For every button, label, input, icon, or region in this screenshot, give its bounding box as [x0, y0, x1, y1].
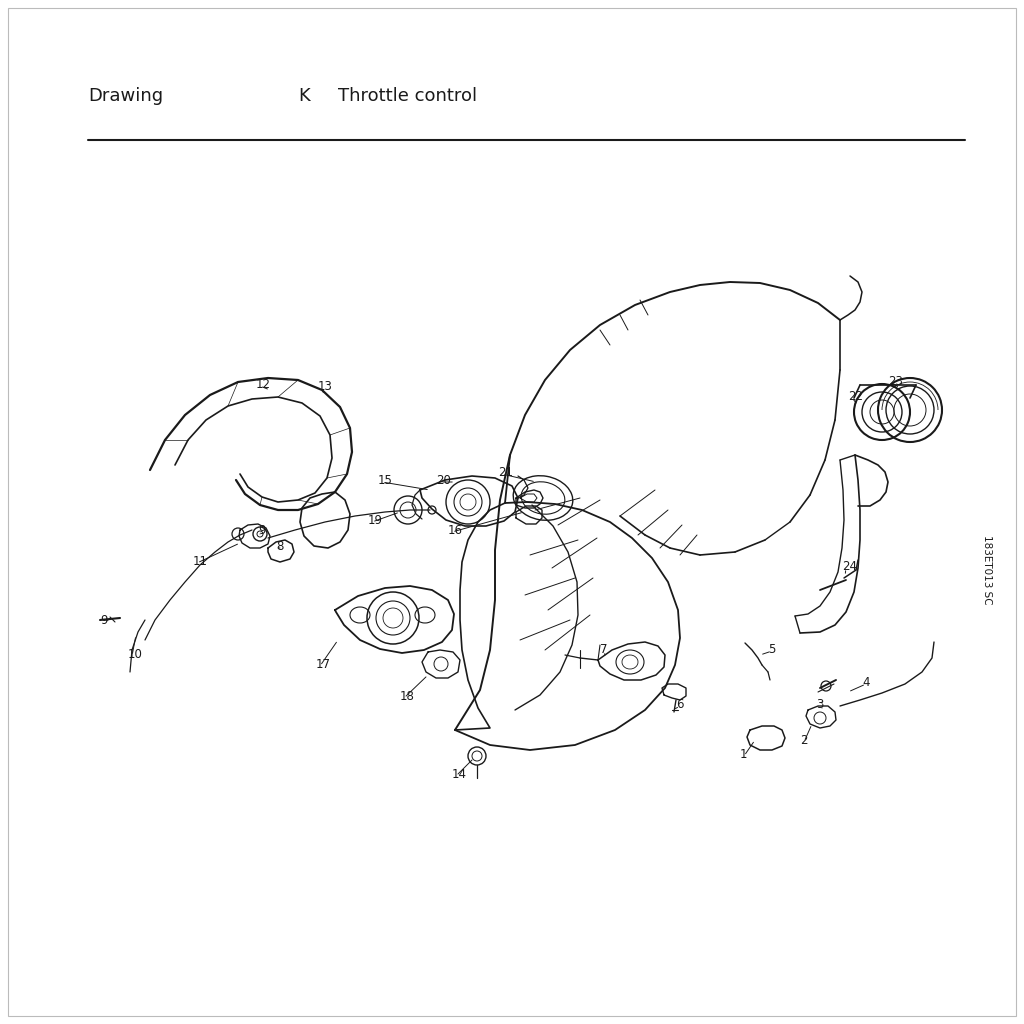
Text: 20: 20 [436, 474, 451, 487]
Text: 15: 15 [378, 474, 393, 487]
Text: 5: 5 [768, 643, 775, 656]
Text: 19: 19 [368, 514, 383, 527]
Text: 14: 14 [452, 768, 467, 781]
Text: 18: 18 [400, 690, 415, 703]
Text: 7: 7 [600, 643, 607, 656]
Text: 1: 1 [740, 748, 748, 761]
Text: 13: 13 [318, 380, 333, 393]
Text: 12: 12 [256, 378, 271, 391]
Text: 10: 10 [128, 648, 143, 662]
Text: 9: 9 [258, 524, 265, 537]
Text: 3: 3 [816, 698, 823, 711]
Text: 4: 4 [862, 676, 869, 689]
Text: 24: 24 [842, 560, 857, 573]
Text: 9: 9 [100, 614, 108, 627]
Text: Drawing: Drawing [88, 87, 163, 105]
Text: 183ET013 SC: 183ET013 SC [982, 536, 992, 605]
Text: K: K [298, 87, 309, 105]
Text: 22: 22 [848, 390, 863, 403]
Text: 2: 2 [800, 734, 808, 746]
Text: 8: 8 [276, 540, 284, 553]
Text: 6: 6 [676, 698, 683, 711]
Text: 16: 16 [449, 524, 463, 537]
Text: 11: 11 [193, 555, 208, 568]
Text: 17: 17 [316, 658, 331, 671]
Text: Throttle control: Throttle control [338, 87, 477, 105]
Text: 23: 23 [888, 375, 903, 388]
Text: 21: 21 [498, 466, 513, 479]
